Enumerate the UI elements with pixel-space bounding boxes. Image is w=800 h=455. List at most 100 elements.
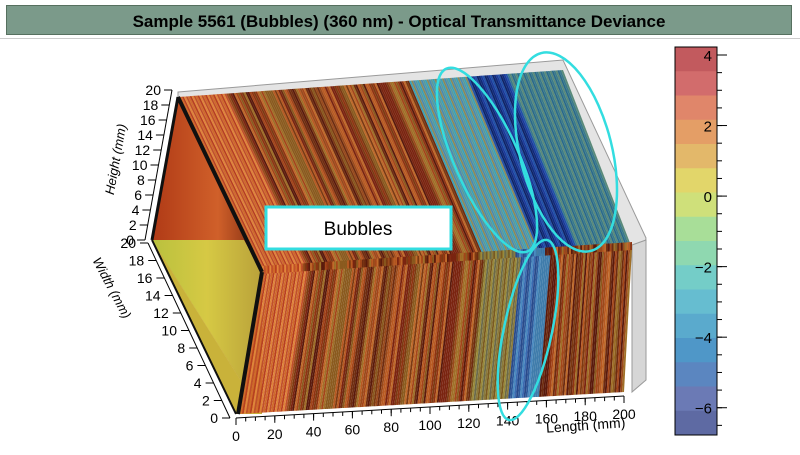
front-face-stripe bbox=[270, 269, 296, 413]
front-top-edge-stripe bbox=[311, 262, 314, 271]
top-face-stripe bbox=[395, 81, 473, 259]
front-face-stripe bbox=[525, 254, 540, 398]
front-top-edge-stripe bbox=[328, 261, 331, 270]
front-top-edge-stripe bbox=[434, 254, 436, 263]
top-face-stripe bbox=[443, 78, 520, 256]
front-face-stripe bbox=[419, 260, 438, 404]
front-face-stripe bbox=[417, 260, 436, 404]
front-top-edge-stripe bbox=[371, 258, 373, 267]
front-top-edge-stripe bbox=[297, 263, 299, 272]
front-top-edge-stripe bbox=[535, 248, 538, 257]
top-face-stripe bbox=[445, 78, 521, 256]
front-top-edge-stripe bbox=[411, 256, 414, 265]
front-face-stripe bbox=[517, 254, 533, 399]
top-face-stripe bbox=[412, 80, 490, 258]
front-face-stripe bbox=[369, 263, 390, 407]
front-face-stripe bbox=[456, 258, 473, 402]
top-face-stripe bbox=[507, 73, 581, 252]
top-face-stripe bbox=[195, 95, 281, 271]
top-face-stripe bbox=[530, 72, 603, 251]
front-top-edge-stripe bbox=[413, 256, 416, 265]
front-face-stripe bbox=[403, 261, 423, 405]
front-face-stripe bbox=[342, 265, 364, 409]
top-face-stripe bbox=[407, 80, 484, 258]
front-top-edge-stripe bbox=[273, 265, 275, 274]
front-top-edge-stripe bbox=[558, 246, 560, 255]
front-face-stripe bbox=[587, 250, 599, 395]
front-top-edge-stripe bbox=[332, 261, 335, 270]
top-face-stripe bbox=[534, 71, 607, 250]
top-face-stripe bbox=[449, 77, 525, 256]
front-face-stripe bbox=[394, 262, 414, 406]
front-top-edge-stripe bbox=[380, 258, 383, 267]
front-face-stripe bbox=[602, 249, 614, 394]
y-tick-label: 4 bbox=[194, 375, 202, 391]
front-face-stripe bbox=[519, 254, 534, 398]
front-top-edge-stripe bbox=[626, 242, 629, 251]
front-top-edge-stripe bbox=[295, 263, 298, 272]
front-top-edge-stripe bbox=[496, 250, 499, 259]
front-top-edge-stripe bbox=[289, 264, 292, 273]
front-face-stripe bbox=[332, 266, 355, 409]
front-face bbox=[238, 242, 632, 414]
top-face-stripe bbox=[545, 71, 618, 250]
front-top-edge-stripe bbox=[274, 265, 277, 274]
front-face-stripe bbox=[492, 256, 509, 400]
z-tick-label: 6 bbox=[134, 187, 142, 203]
front-face-stripe bbox=[299, 268, 324, 411]
top-face-stripe bbox=[464, 76, 540, 255]
front-top-edge-stripe bbox=[343, 260, 346, 269]
front-top-edge-stripe bbox=[269, 265, 272, 274]
front-top-edge-stripe bbox=[304, 263, 307, 272]
front-face-stripe bbox=[500, 255, 516, 400]
front-top-edge-stripe bbox=[271, 265, 274, 274]
y-tick-label: 2 bbox=[202, 393, 210, 409]
front-face-stripe bbox=[591, 249, 603, 394]
front-face-stripe bbox=[388, 262, 409, 406]
front-top-edge-stripe bbox=[539, 247, 542, 256]
front-top-edge-stripe bbox=[395, 257, 398, 266]
top-face-stripe bbox=[489, 74, 564, 253]
front-face-stripe bbox=[344, 265, 366, 408]
front-top-edge-stripe bbox=[324, 261, 327, 270]
front-face-stripe bbox=[290, 268, 314, 412]
top-face-stripe bbox=[185, 96, 272, 272]
top-face-stripe bbox=[460, 77, 536, 255]
front-top-edge-stripe bbox=[437, 254, 440, 263]
top-face-stripe bbox=[555, 70, 627, 249]
top-face-stripe bbox=[557, 70, 629, 249]
edge-front-left bbox=[236, 271, 264, 415]
front-face-stripe bbox=[239, 271, 266, 414]
front-top-edge-stripe bbox=[485, 251, 488, 260]
front-top-edge-stripe bbox=[620, 242, 623, 251]
front-top-edge-stripe bbox=[426, 255, 429, 264]
front-face-stripe bbox=[334, 265, 357, 409]
front-top-edge-stripe bbox=[493, 250, 496, 259]
z-tick-label: 20 bbox=[145, 82, 161, 98]
front-top-edge-stripe bbox=[487, 251, 490, 260]
front-face-stripe bbox=[610, 248, 621, 393]
front-top-edge-stripe bbox=[280, 264, 283, 273]
front-top-edge-stripe bbox=[336, 261, 338, 270]
top-face-stripe bbox=[478, 75, 553, 254]
front-top-edge-stripe bbox=[315, 262, 318, 271]
top-face-stripe bbox=[501, 74, 575, 252]
y-tick-label: 8 bbox=[177, 340, 185, 356]
front-face-stripe bbox=[307, 267, 331, 411]
front-top-edge-stripe bbox=[447, 253, 449, 262]
front-top-edge-stripe bbox=[306, 263, 309, 272]
front-top-edge-stripe bbox=[467, 252, 470, 261]
front-top-edge-stripe bbox=[321, 262, 324, 271]
front-face-stripe bbox=[529, 253, 544, 398]
front-face-stripe bbox=[581, 250, 594, 395]
top-face-stripe bbox=[509, 73, 583, 252]
front-face-stripe bbox=[552, 252, 566, 397]
front-face-stripe bbox=[488, 256, 505, 400]
front-face-stripe bbox=[286, 268, 311, 412]
front-top-edge-stripe bbox=[474, 252, 477, 261]
front-face-stripe bbox=[398, 261, 418, 405]
front-face-stripe bbox=[508, 255, 523, 399]
top-face-stripe bbox=[511, 73, 584, 252]
front-top-edge-stripe bbox=[482, 251, 484, 260]
